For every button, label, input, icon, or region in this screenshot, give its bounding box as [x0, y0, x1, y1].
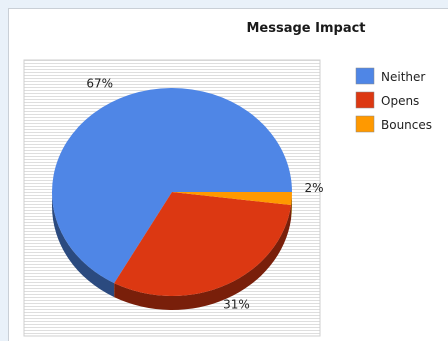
chart-title: Message Impact	[246, 21, 365, 36]
slice-label-neither: 67%	[86, 77, 113, 91]
pie-depth	[52, 192, 292, 311]
slice-opens	[114, 192, 292, 296]
legend-swatch-bounces	[355, 115, 375, 133]
slice-bounces	[172, 192, 292, 206]
legend-label-bounces: Bounces	[381, 118, 432, 132]
slice-labels: 67% 31% 2%	[86, 77, 323, 312]
legend-label-neither: Neither	[381, 70, 425, 84]
slice-label-bounces: 2%	[304, 181, 323, 195]
slice-side-neither	[52, 192, 115, 298]
legend-swatch-neither	[355, 67, 375, 85]
slice-side-bounces	[291, 192, 292, 220]
pie-slices	[52, 88, 293, 296]
legend-swatch-opens	[355, 91, 375, 109]
slice-label-opens: 31%	[223, 297, 250, 311]
slice-neither	[52, 88, 293, 284]
legend: Neither Opens Bounces	[355, 67, 432, 133]
slice-side-opens	[114, 205, 292, 311]
legend-label-opens: Opens	[381, 94, 419, 108]
